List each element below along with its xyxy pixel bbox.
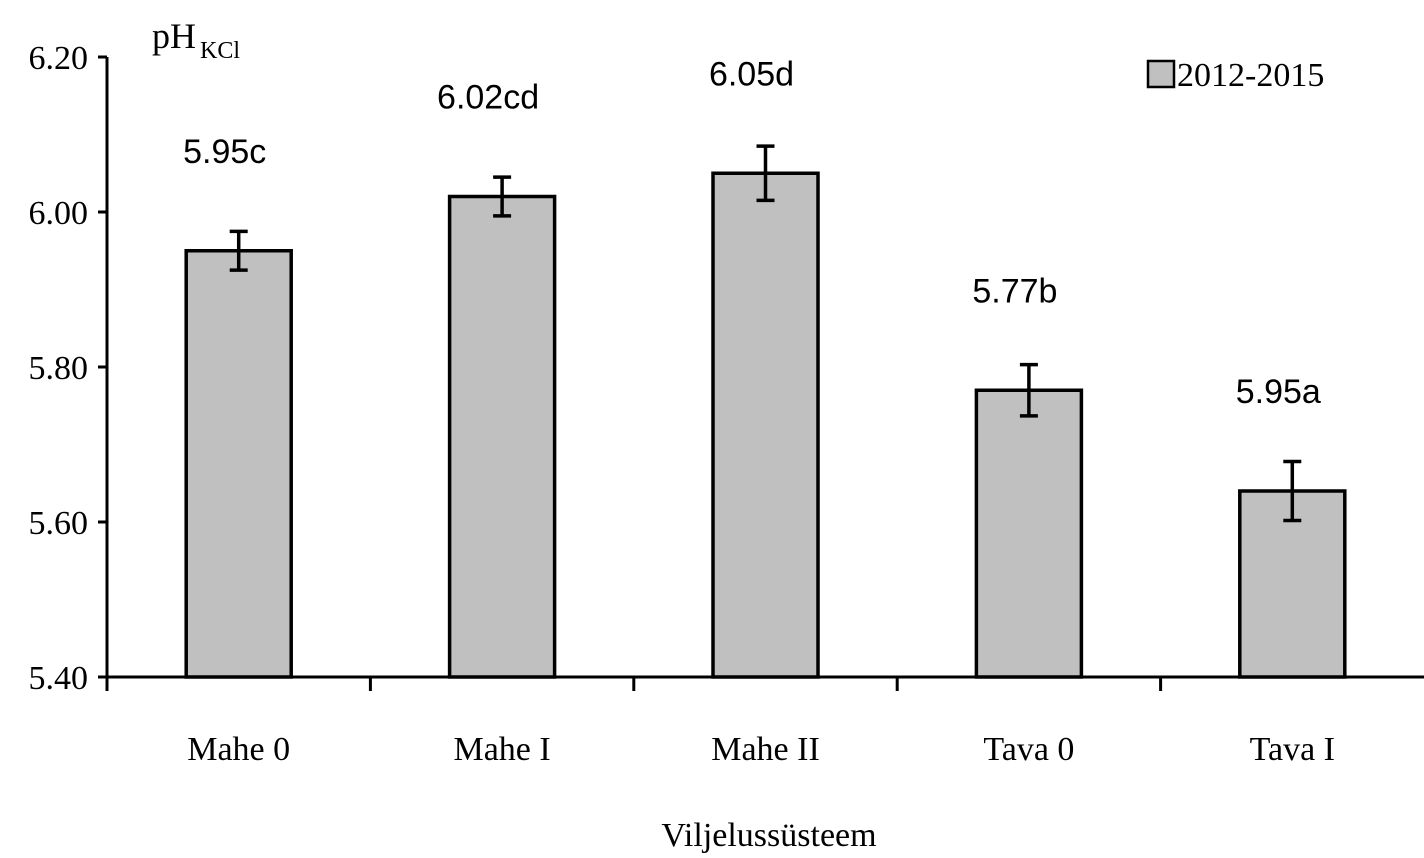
error-bars [229, 144, 1302, 523]
x-category-label: Mahe II [711, 731, 820, 768]
x-axis-label: Viljelussüsteem [661, 817, 876, 854]
error-bar [1283, 459, 1302, 523]
x-category-label: Mahe 0 [187, 731, 290, 768]
x-category-label: Tava I [1250, 731, 1335, 768]
data-label: 5.77b [972, 272, 1057, 310]
y-tick-label: 5.60 [29, 505, 89, 542]
x-axis-categories: Mahe 0 Mahe I Mahe II Tava 0 Tava I [105, 677, 1335, 768]
error-bar [756, 144, 775, 203]
error-bar [229, 229, 248, 272]
y-tick-label: 6.20 [29, 40, 89, 77]
bar [711, 171, 820, 679]
y-axis-label: pH KCl [152, 16, 240, 64]
data-label: 6.05d [709, 55, 794, 93]
y-tick-label: 5.40 [29, 660, 89, 697]
y-axis-ticks: 5.40 5.60 5.80 6.00 6.20 [29, 40, 107, 697]
data-labels: 5.95c 6.02cd 6.05d 5.77b 5.95a [183, 55, 1321, 411]
legend-swatch [1146, 59, 1176, 89]
y-tick-label: 5.80 [29, 350, 89, 387]
data-label: 5.95c [183, 133, 266, 171]
error-bar [493, 175, 512, 218]
data-label: 5.95a [1236, 373, 1321, 411]
legend-label: 2012-2015 [1177, 57, 1324, 94]
bars [184, 171, 1347, 679]
legend: 2012-2015 [1146, 57, 1324, 94]
x-category-label: Mahe I [453, 731, 550, 768]
bar [184, 249, 293, 679]
x-category-label: Tava 0 [983, 731, 1074, 768]
error-bar [1019, 362, 1038, 418]
data-label: 6.02cd [437, 79, 539, 117]
bar [447, 194, 557, 679]
y-tick-label: 6.00 [29, 195, 89, 232]
bar [974, 388, 1084, 679]
